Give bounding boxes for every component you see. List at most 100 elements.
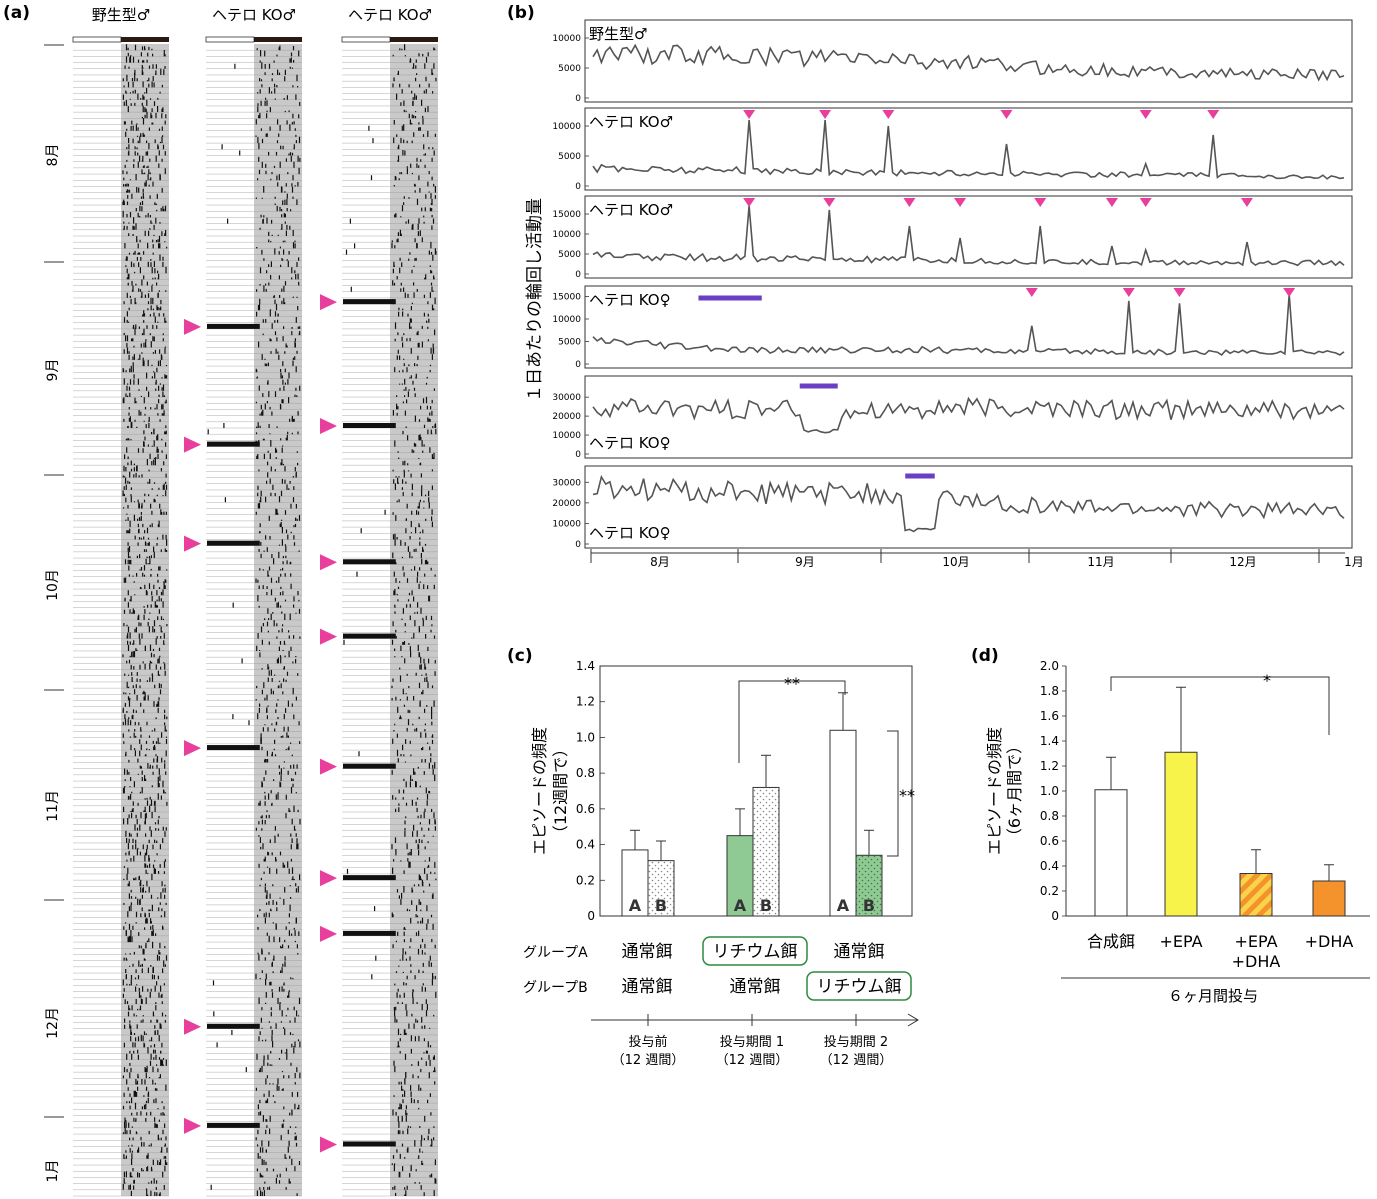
period-label: 投与前 bbox=[628, 1034, 667, 1050]
period-label: 投与期間 2 bbox=[824, 1034, 888, 1050]
series-name: ヘテロ KO♀ bbox=[589, 524, 671, 542]
spike-marker bbox=[823, 198, 836, 207]
episode-activity bbox=[207, 540, 260, 546]
episode-arrow bbox=[320, 758, 337, 775]
month-label: 11月 bbox=[45, 790, 61, 822]
period-duration: （12 週間） bbox=[612, 1053, 685, 1068]
episode-arrow bbox=[320, 628, 337, 645]
bar-A bbox=[829, 729, 857, 917]
episode-arrow bbox=[184, 535, 201, 552]
month-label: 1月 bbox=[45, 1160, 61, 1183]
spike-marker bbox=[1000, 110, 1013, 119]
y-tick-label: 1.4 bbox=[576, 659, 595, 673]
y-tick-label: 10000 bbox=[552, 315, 581, 325]
y-tick-label: 1.8 bbox=[1040, 684, 1059, 698]
y-tick-label: 0 bbox=[575, 270, 581, 280]
light-phase-bar bbox=[205, 36, 255, 43]
y-tick-label: 0.4 bbox=[1040, 859, 1059, 873]
episode-arrow bbox=[184, 436, 201, 453]
activity-line bbox=[592, 294, 1345, 356]
spike-marker bbox=[1122, 288, 1135, 297]
sig-star: * bbox=[1263, 671, 1271, 690]
bar bbox=[1312, 880, 1346, 917]
period-duration: （12 週間） bbox=[716, 1053, 789, 1068]
spike-marker bbox=[1139, 198, 1152, 207]
x-month-label: 11月 bbox=[1087, 555, 1114, 569]
activity-marks bbox=[207, 45, 301, 1196]
spike-marker bbox=[954, 198, 967, 207]
diet-label: リチウム餌 bbox=[713, 942, 798, 962]
spike-marker bbox=[1139, 110, 1152, 119]
period-label: 投与期間 1 bbox=[720, 1034, 784, 1050]
y-tick-label: 5000 bbox=[558, 250, 581, 260]
bar-letter: B bbox=[760, 896, 772, 915]
y-tick-label: 1.0 bbox=[1040, 784, 1059, 798]
episode-activity bbox=[343, 763, 396, 769]
group-label: グループB bbox=[523, 980, 588, 996]
y-tick-label: 0.2 bbox=[576, 873, 595, 887]
bar-A bbox=[726, 835, 754, 917]
y-tick-label: 20000 bbox=[552, 499, 581, 509]
series-name: 野生型♂ bbox=[589, 25, 647, 43]
period-duration: （12 週間） bbox=[820, 1053, 893, 1068]
y-tick-label: 5000 bbox=[558, 64, 581, 74]
y-tick-label: 10000 bbox=[552, 431, 581, 441]
episode-arrow bbox=[320, 925, 337, 942]
y-tick-label: 0 bbox=[575, 94, 581, 104]
y-tick-label: 1.2 bbox=[576, 695, 595, 709]
spike-marker bbox=[1105, 198, 1118, 207]
bar bbox=[1239, 873, 1273, 917]
bar-letter: A bbox=[837, 896, 850, 915]
light-phase-bar bbox=[72, 36, 122, 43]
activity-marks bbox=[122, 44, 168, 1196]
y-axis-label: エピソードの頻度 bbox=[530, 727, 549, 855]
episode-activity bbox=[207, 441, 260, 447]
y-tick-label: 0 bbox=[575, 182, 581, 192]
series-name: ヘテロ KO♂ bbox=[589, 201, 673, 219]
episode-arrow bbox=[320, 1136, 337, 1153]
panel-d-fatty-acid-chart: (d) 0 0.2 0.4 0.6 0.8 1.0 1.2 1.4 1.6 1.8 2.0 エピソードの… bbox=[971, 646, 1370, 1005]
y-tick-label: 0.8 bbox=[576, 766, 595, 780]
episode-arrow bbox=[184, 1117, 201, 1134]
spike-marker bbox=[1240, 198, 1253, 207]
y-tick-label: 5000 bbox=[558, 152, 581, 162]
y-axis-label: エピソードの頻度 bbox=[985, 727, 1004, 855]
activity-line bbox=[592, 474, 1345, 533]
category-label: 合成餌 bbox=[1087, 932, 1135, 951]
bar-letter: B bbox=[655, 896, 667, 915]
panel-d-label: (d) bbox=[971, 646, 999, 666]
category-label-line2: +DHA bbox=[1232, 952, 1281, 971]
episode-activity bbox=[207, 1122, 260, 1128]
category-label: +DHA bbox=[1305, 932, 1354, 951]
y-tick-label: 15000 bbox=[552, 210, 581, 220]
y-tick-label: 30000 bbox=[552, 393, 581, 403]
y-tick-label: 0 bbox=[587, 909, 595, 923]
panel-b-ylabel: １日あたりの輪回し活動量 bbox=[525, 198, 545, 402]
diet-label: 通常餌 bbox=[730, 977, 781, 997]
highlight-box bbox=[806, 971, 912, 1001]
episode-arrow bbox=[320, 870, 337, 887]
y-axis-label-unit: （12週間で） bbox=[551, 741, 570, 841]
episode-activity bbox=[207, 1023, 260, 1029]
highlight-box bbox=[702, 936, 808, 966]
y-tick-label: 0.6 bbox=[1040, 834, 1059, 848]
panel-b-label: (b) bbox=[507, 3, 535, 23]
bar bbox=[1094, 789, 1128, 917]
dark-phase-bar bbox=[121, 37, 169, 42]
episode-arrow bbox=[320, 554, 337, 571]
month-label: 12月 bbox=[45, 1007, 61, 1039]
episode-activity bbox=[343, 633, 396, 639]
bar-letter: A bbox=[629, 896, 642, 915]
spike-marker bbox=[1025, 288, 1038, 297]
episode-arrow bbox=[184, 1018, 201, 1035]
group-label: グループA bbox=[523, 945, 588, 961]
y-tick-label: 0 bbox=[1051, 909, 1059, 923]
panel-c-label: (c) bbox=[507, 646, 533, 666]
episode-activity bbox=[343, 423, 396, 428]
x-month-label: 12月 bbox=[1229, 555, 1256, 569]
y-tick-label: 2.0 bbox=[1040, 659, 1059, 673]
bar-B bbox=[855, 854, 883, 917]
bar-letter: A bbox=[734, 896, 747, 915]
panel-b-activity-lines: (b)１日あたりの輪回し活動量1000050000野生型♂1000050000ヘ… bbox=[507, 3, 1364, 569]
